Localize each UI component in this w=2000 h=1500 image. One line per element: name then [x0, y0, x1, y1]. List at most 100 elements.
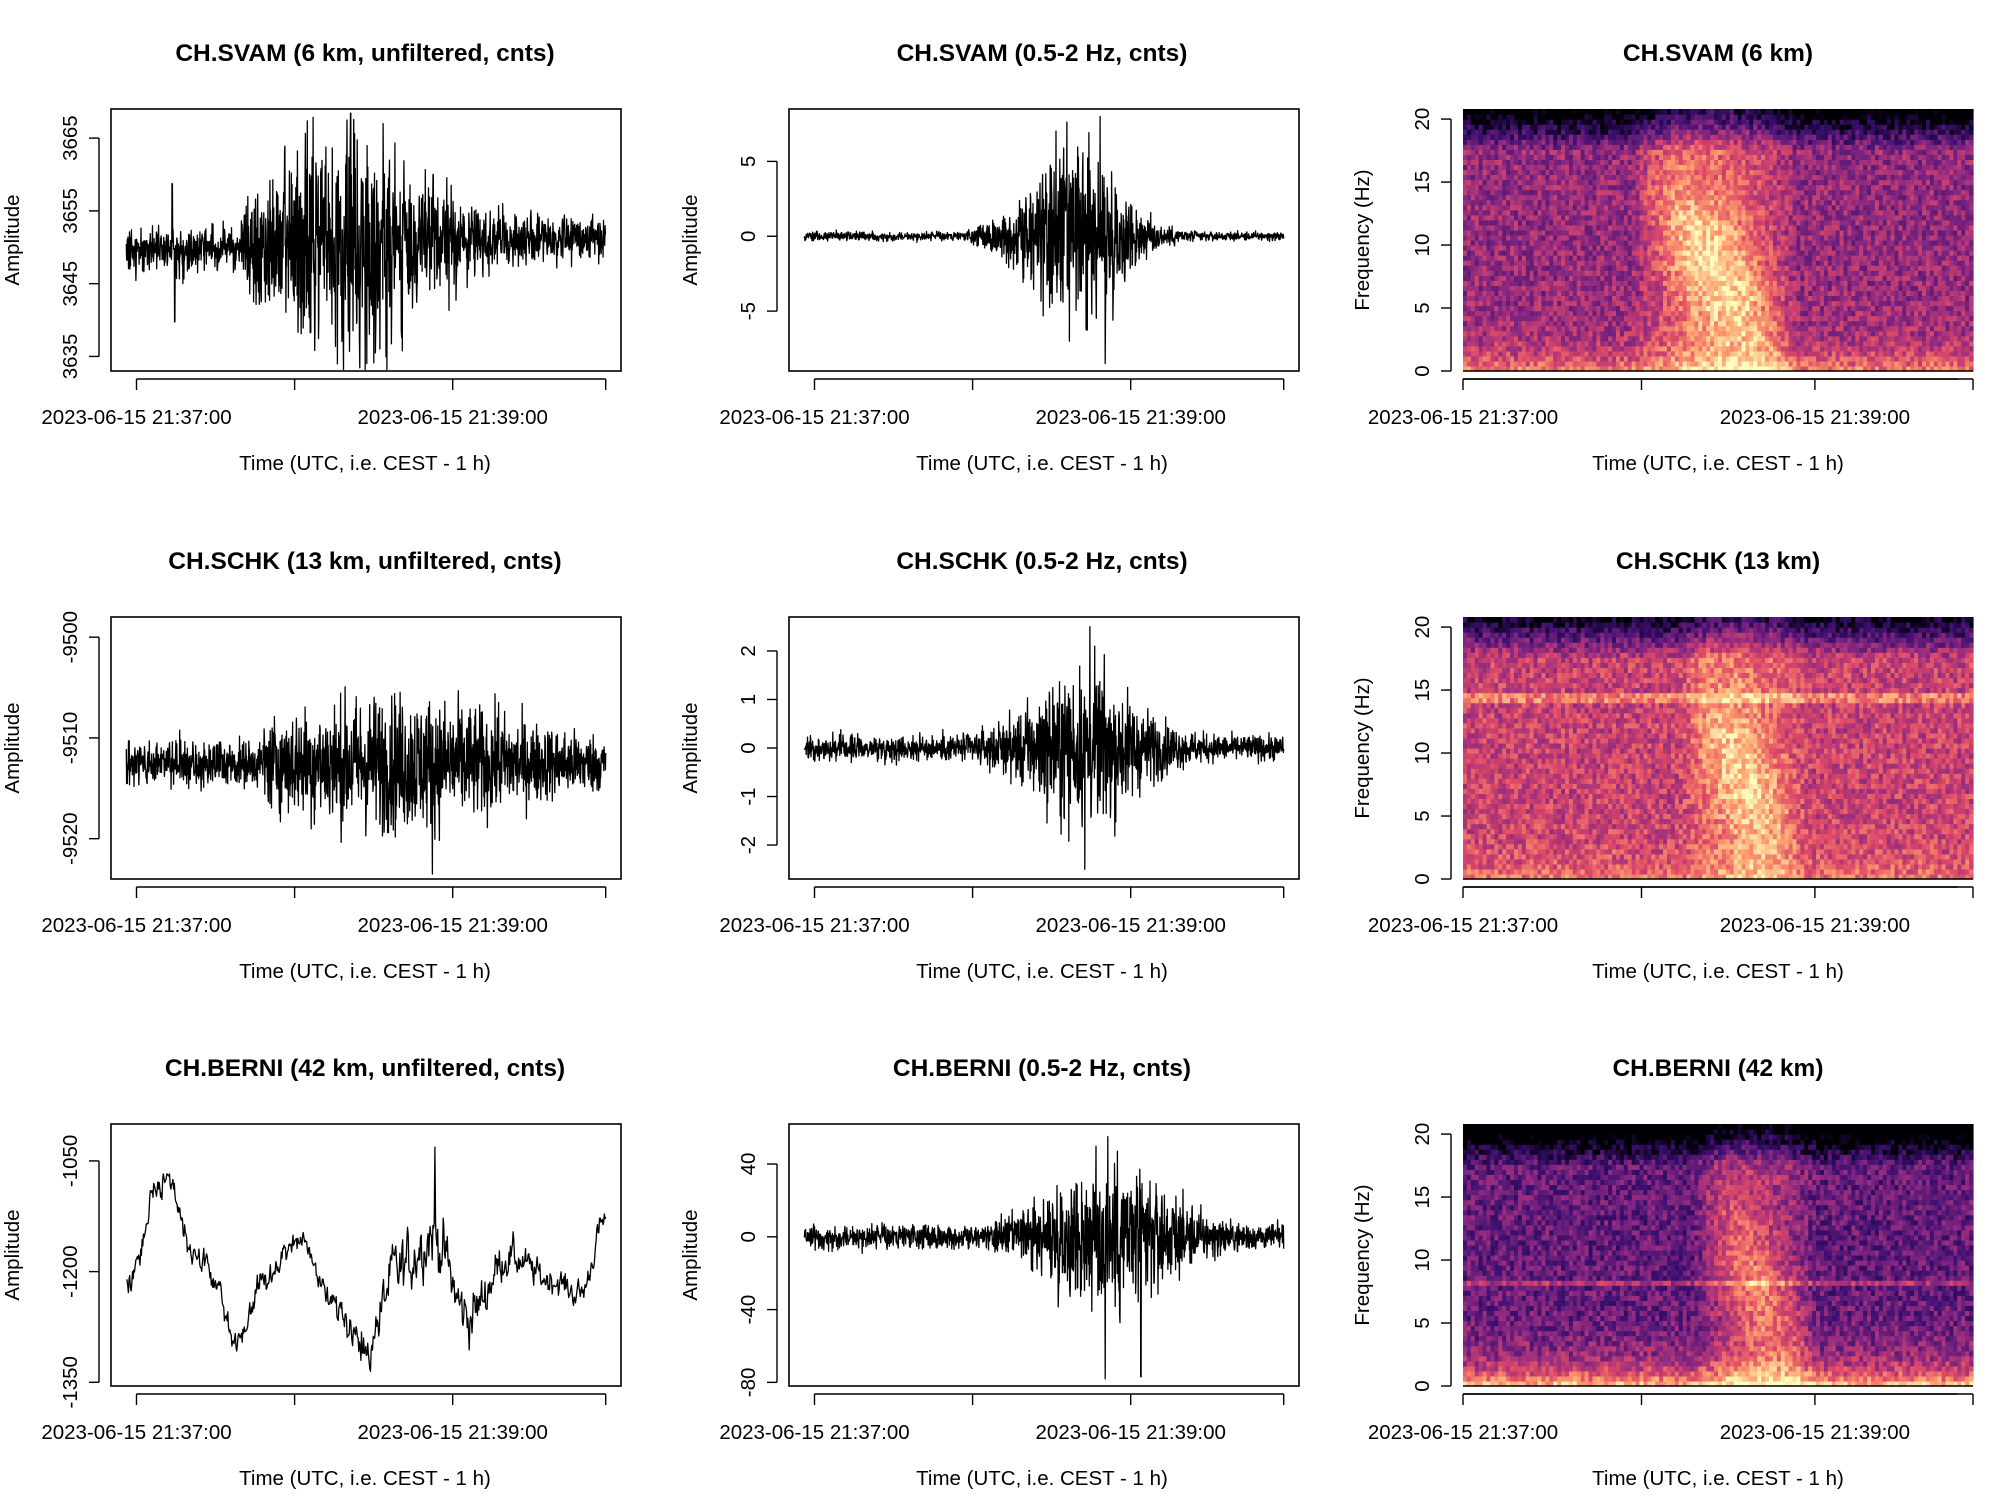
spectrogram-cell: [1600, 219, 1605, 226]
spectrogram-cell: [1514, 290, 1519, 297]
spectrogram-cell: [1541, 255, 1546, 261]
spectrogram-cell: [1537, 199, 1543, 206]
spectrogram-cell: [1659, 295, 1664, 302]
spectrogram-cell: [1545, 134, 1550, 140]
spectrogram-cell: [1800, 194, 1805, 201]
spectrogram-cell: [1478, 290, 1484, 297]
spectrogram-cell: [1517, 204, 1523, 211]
spectrogram-cell: [1643, 250, 1648, 256]
spectrogram-cell: [1725, 229, 1731, 236]
spectrogram-cell: [1831, 149, 1837, 155]
spectrogram-cell: [1627, 179, 1633, 186]
spectrogram-cell: [1718, 255, 1723, 261]
spectrogram-cell: [1631, 204, 1637, 211]
spectrogram-cell: [1474, 275, 1480, 281]
spectrogram-cell: [1796, 335, 1801, 342]
spectrogram-cell: [1710, 360, 1715, 367]
spectrogram-cell: [1769, 189, 1774, 196]
spectrogram-cell: [1549, 124, 1554, 130]
spectrogram-cell: [1510, 255, 1515, 261]
spectrogram-cell: [1612, 330, 1617, 337]
spectrogram-cell: [1792, 305, 1798, 312]
spectrogram-cell: [1776, 169, 1782, 176]
spectrogram-cell: [1753, 275, 1758, 281]
spectrogram-cell: [1808, 365, 1813, 372]
spectrogram-cell: [1788, 234, 1794, 241]
spectrogram-cell: [1667, 134, 1672, 140]
spectrogram-cell: [1608, 139, 1613, 145]
spectrogram-cell: [1698, 229, 1703, 236]
spectrogram-cell: [1823, 245, 1829, 251]
spectrogram-cell: [1804, 224, 1809, 231]
spectrogram-cell: [1463, 184, 1468, 191]
spectrogram-cell: [1521, 320, 1527, 327]
spectrogram-cell: [1568, 265, 1574, 271]
spectrogram-cell: [1682, 234, 1688, 241]
spectrogram-cell: [1741, 109, 1747, 115]
spectrogram-cell: [1816, 109, 1821, 115]
spectrogram-cell: [1780, 154, 1786, 160]
spectrogram-cell: [1655, 149, 1660, 155]
spectrogram-cell: [1482, 144, 1488, 150]
spectrogram-cell: [1823, 169, 1829, 176]
spectrogram-cell: [1761, 295, 1766, 302]
spectrogram-cell: [1823, 270, 1829, 276]
spectrogram-cell: [1533, 295, 1539, 302]
spectrogram-cell: [1596, 214, 1601, 221]
spectrogram-cell: [1588, 219, 1594, 226]
spectrogram-cell: [1588, 260, 1594, 266]
spectrogram-cell: [1827, 124, 1833, 130]
spectrogram-cell: [1757, 229, 1762, 236]
spectrogram-cell: [1655, 169, 1660, 176]
spectrogram-cell: [1820, 174, 1825, 181]
spectrogram-cell: [1796, 129, 1801, 135]
spectrogram-cell: [1831, 164, 1837, 171]
spectrogram-cell: [1796, 285, 1801, 291]
spectrogram-cell: [1820, 139, 1825, 145]
spectrogram-cell: [1470, 204, 1476, 211]
spectrogram-cell: [1745, 310, 1750, 317]
spectrogram-cell: [1627, 245, 1633, 251]
spectrogram-cell: [1510, 265, 1515, 271]
spectrogram-cell: [1557, 310, 1562, 317]
spectrogram-cell: [1612, 280, 1617, 286]
spectrogram-cell: [1667, 149, 1672, 155]
spectrogram-cell: [1651, 290, 1656, 297]
spectrogram-cell: [1718, 219, 1723, 226]
spectrogram-cell: [1596, 114, 1601, 120]
spectrogram-cell: [1565, 240, 1570, 246]
spectrogram-cell: [1627, 305, 1633, 312]
spectrogram-cell: [1576, 315, 1582, 322]
spectrogram-cell: [1545, 295, 1550, 302]
spectrogram-cell: [1529, 330, 1535, 337]
spectrogram-cell: [1502, 179, 1507, 186]
spectrogram-cell: [1670, 315, 1676, 322]
spectrogram-cell: [1635, 129, 1641, 135]
spectrogram-cell: [1765, 275, 1770, 281]
spectrogram-cell: [1788, 229, 1794, 236]
spectrogram-cell: [1619, 139, 1625, 145]
spectrogram-cell: [1694, 335, 1699, 342]
spectrogram-cell: [1514, 285, 1519, 291]
spectrogram-cell: [1608, 255, 1613, 261]
spectrogram-cell: [1490, 144, 1495, 150]
spectrogram-cell: [1541, 149, 1546, 155]
spectrogram-cell: [1757, 234, 1762, 241]
spectrogram-cell: [1678, 340, 1684, 347]
spectrogram-cell: [1765, 124, 1770, 130]
spectrogram-cell: [1565, 335, 1570, 342]
spectrogram-cell: [1804, 199, 1809, 206]
spectrogram-cell: [1772, 209, 1778, 216]
spectrogram-cell: [1678, 315, 1684, 322]
spectrogram-cell: [1545, 265, 1550, 271]
spectrogram-cell: [1619, 355, 1625, 362]
spectrogram-cell: [1733, 290, 1739, 297]
spectrogram-cell: [1725, 355, 1731, 362]
spectrogram-cell: [1674, 345, 1680, 352]
spectrogram-cell: [1470, 179, 1476, 186]
spectrogram-cell: [1635, 285, 1641, 291]
spectrogram-cell: [1463, 290, 1468, 297]
spectrogram-cell: [1506, 214, 1511, 221]
spectrogram-cell: [1635, 310, 1641, 317]
spectrogram-cell: [1702, 345, 1707, 352]
